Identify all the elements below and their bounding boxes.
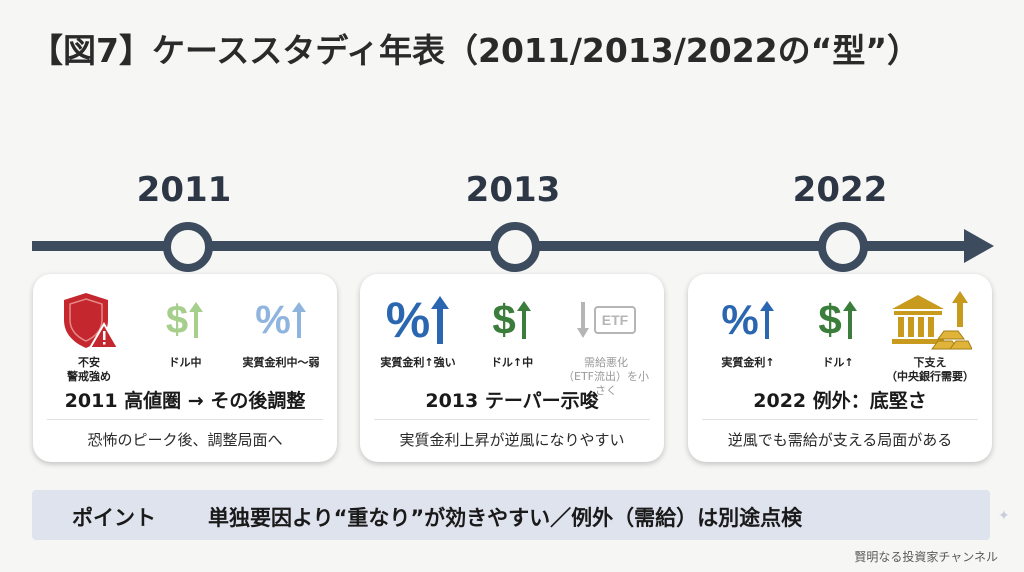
icon-label: 実質金利↑ xyxy=(721,356,775,369)
etf-down-icon: ETF xyxy=(560,288,652,352)
percent-up-icon: % xyxy=(702,288,794,352)
icon-label: 需給悪化 （ETF流出）を小さく xyxy=(563,356,649,397)
card-headline: 2013 テーパー示唆 xyxy=(425,390,599,412)
timeline-node-2022 xyxy=(818,222,868,272)
year-label-2022: 2022 xyxy=(792,170,888,210)
timeline-node-2011 xyxy=(163,222,213,272)
icon-label: 実質金利中〜弱 xyxy=(242,356,320,369)
icon-label: ドル↑ xyxy=(822,356,854,369)
icon-label: 実質金利↑強い xyxy=(380,356,456,369)
dollar-up-icon: $ xyxy=(792,288,884,352)
card-icon-item: ETF 需給悪化 （ETF流出）を小さく xyxy=(560,288,652,398)
timeline-node-2013 xyxy=(490,222,540,272)
percent-up-icon: % xyxy=(372,288,464,352)
card-icon-item: $ ドル↑中 xyxy=(466,288,558,370)
card-icon-item: 下支え （中央銀行需要） xyxy=(884,288,976,384)
sparkle-icon: ✦ xyxy=(998,508,1010,524)
year-label-2013: 2013 xyxy=(465,170,561,210)
card-icon-item: $ ドル↑ xyxy=(792,288,884,370)
card-subtext: 実質金利上昇が逆風になりやすい xyxy=(399,431,625,449)
icon-label: 不安 警戒強め xyxy=(67,356,111,383)
point-label: ポイント xyxy=(72,506,156,530)
etf-badge: ETF xyxy=(593,306,637,334)
card-divider xyxy=(47,419,323,420)
year-label-2011: 2011 xyxy=(136,170,232,210)
card-headline: 2011 高値圏 → その後調整 xyxy=(64,390,306,412)
point-text: 単独要因より“重なり”が効きやすい／例外（需給）は別途点検 xyxy=(208,506,803,530)
card-2013: % 実質金利↑強い $ ドル↑中 ETF 需給悪化 （ETF流出）を小さく 20… xyxy=(360,274,664,462)
card-icon-item: $ ドル中 xyxy=(139,288,231,370)
dollar-up-icon: $ xyxy=(466,288,558,352)
card-divider xyxy=(374,419,650,420)
shield-warning-icon xyxy=(64,293,120,349)
card-subtext: 逆風でも需給が支える局面がある xyxy=(727,431,953,449)
bank-gold-icon xyxy=(892,291,972,350)
channel-footer: 賢明なる投資家チャンネル xyxy=(854,550,998,564)
card-icon-item: % 実質金利中〜弱 xyxy=(235,288,327,370)
percent-up-icon: % xyxy=(235,288,327,352)
card-icon-item: 不安 警戒強め xyxy=(43,288,135,384)
page-title: 【図7】ケーススタディ年表（2011/2013/2022の“型”） xyxy=(30,31,921,70)
card-headline: 2022 例外：底堅さ xyxy=(753,390,927,412)
timeline-arrow-icon xyxy=(964,229,994,263)
icon-label: ドル↑中 xyxy=(490,356,534,369)
card-subtext: 恐怖のピーク後、調整局面へ xyxy=(87,431,283,449)
card-2011: 不安 警戒強め $ ドル中 % 実質金利中〜弱 2011 高値圏 → その後調整… xyxy=(33,274,337,462)
dollar-up-icon: $ xyxy=(139,288,231,352)
icon-label: ドル中 xyxy=(168,356,202,369)
card-2022: % 実質金利↑ $ ドル↑ xyxy=(688,274,992,462)
card-icon-item: % 実質金利↑ xyxy=(702,288,794,370)
card-divider xyxy=(702,419,978,420)
icon-label: 下支え （中央銀行需要） xyxy=(886,356,974,383)
card-icon-item: % 実質金利↑強い xyxy=(372,288,464,370)
point-banner: ポイント 単独要因より“重なり”が効きやすい／例外（需給）は別途点検 xyxy=(32,490,990,540)
